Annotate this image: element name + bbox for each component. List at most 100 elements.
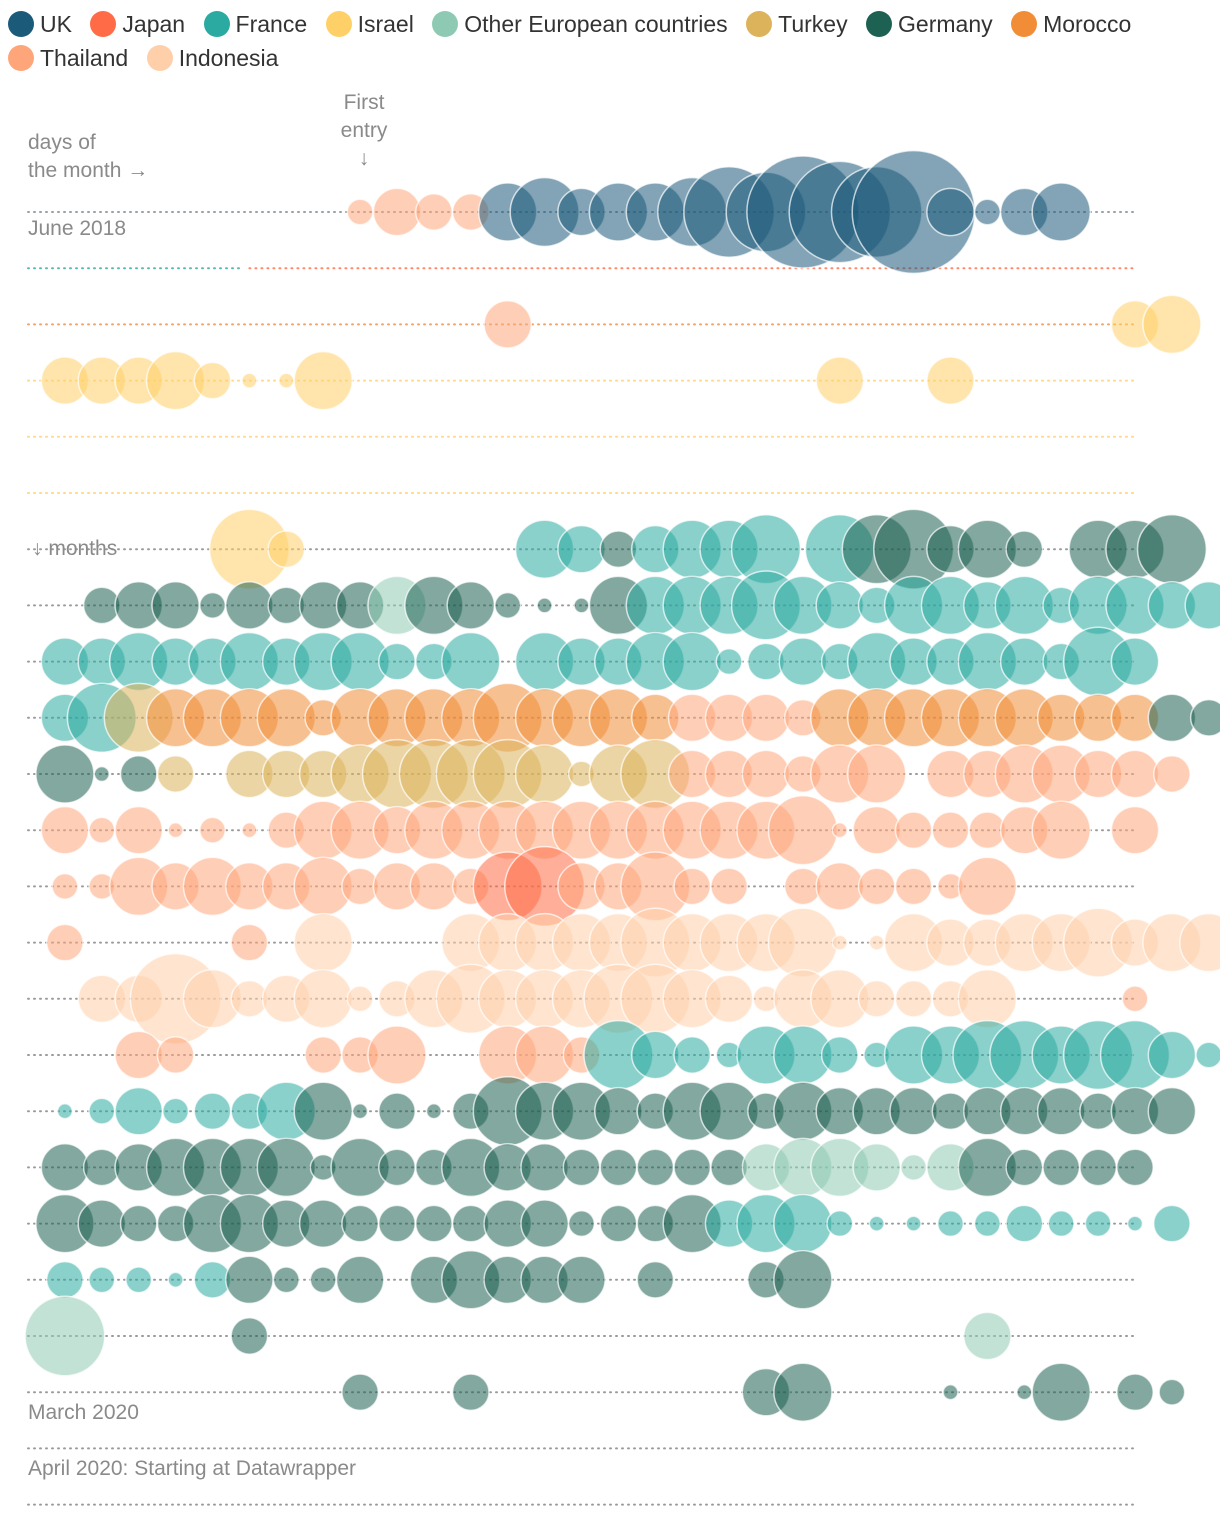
legend-swatch-morocco-icon — [1011, 11, 1038, 37]
bubble-germany — [599, 1204, 638, 1243]
legend-item-germany: Germany — [866, 10, 993, 38]
bubble-germany — [309, 1266, 337, 1294]
bubble-france — [1005, 1204, 1044, 1243]
bubble-germany — [378, 1204, 416, 1243]
bubble-thailand — [167, 822, 184, 839]
legend-swatch-other-european-icon — [432, 11, 459, 37]
first-entry-label-line1: First — [344, 91, 385, 114]
bubble-france — [630, 1030, 680, 1080]
x-axis-label: the month → — [28, 159, 148, 182]
bubble-germany — [77, 1199, 127, 1248]
bubble-israel — [267, 530, 306, 569]
y-axis-label: ↓ months — [32, 537, 117, 560]
bubble-germany — [599, 1148, 638, 1187]
bubble-germany — [1031, 1362, 1091, 1422]
bubble-germany — [351, 1103, 369, 1120]
bubble-germany — [335, 1255, 385, 1305]
bubble-germany — [773, 1362, 833, 1422]
bubble-indonesia — [857, 979, 896, 1018]
bubble-germany — [773, 1250, 833, 1310]
bubble-france — [88, 1097, 116, 1125]
bubble-france — [1110, 637, 1160, 686]
bubble-germany — [520, 1143, 569, 1192]
bubble-france — [88, 1266, 116, 1294]
bubble-germany — [1079, 1148, 1118, 1187]
bubble-germany — [298, 1199, 348, 1248]
legend-swatch-turkey-icon — [746, 11, 773, 37]
bubble-germany — [293, 1081, 353, 1141]
row-label-last: March 2020 — [28, 1401, 139, 1424]
bubble-thailand — [857, 867, 896, 906]
bubble-thailand — [114, 1030, 164, 1080]
bubble-germany — [1136, 514, 1208, 585]
bubble-indonesia — [293, 912, 353, 973]
bubble-france — [167, 1271, 184, 1288]
bubble-indonesia — [704, 974, 754, 1024]
bubble-thailand — [414, 193, 453, 231]
legend-item-morocco: Morocco — [1011, 10, 1131, 38]
bubble-france — [193, 1092, 232, 1131]
bubble-france — [1152, 1204, 1191, 1243]
bubble-other-european-countries — [24, 1295, 106, 1377]
bubble-germany — [93, 765, 110, 783]
bubble-france — [1184, 581, 1220, 630]
legend-label: Germany — [898, 10, 993, 37]
bubble-thailand — [852, 805, 902, 855]
bubble-germany — [119, 1204, 158, 1243]
bubble-france — [557, 524, 606, 574]
bubble-germany — [636, 1148, 675, 1187]
bubble-thailand — [88, 816, 116, 844]
bubble-france — [999, 637, 1049, 686]
bubble-france — [114, 1086, 164, 1136]
bubble-thailand — [409, 862, 459, 911]
bubble-germany — [557, 1255, 606, 1305]
legend-item-japan: Japan — [90, 10, 185, 38]
bubble-germany — [562, 1148, 601, 1187]
bubble-germany — [1189, 698, 1220, 737]
bubble-germany — [119, 755, 158, 793]
bubble-france — [815, 581, 865, 630]
legend-label: Thailand — [40, 44, 129, 71]
bubble-thailand — [51, 872, 79, 900]
bubble-israel — [815, 356, 865, 405]
bubble-israel — [278, 372, 295, 389]
bubble-germany — [40, 1143, 90, 1192]
bubble-other-european-countries — [900, 1153, 928, 1181]
bubble-germany — [1005, 1148, 1044, 1187]
bubble-thailand — [346, 198, 374, 226]
legend-item-turkey: Turkey — [746, 10, 848, 38]
bubble-germany — [573, 597, 590, 614]
bubble-germany — [1005, 530, 1044, 569]
legend-label: France — [235, 10, 308, 37]
bubble-turkey — [156, 755, 195, 793]
bubble-germany — [378, 1092, 416, 1131]
bubble-germany — [536, 597, 553, 614]
legend-item-uk: UK — [8, 10, 72, 38]
bubble-thailand — [230, 923, 269, 962]
bubble-france — [1047, 1210, 1075, 1238]
bubble-germany — [35, 744, 95, 804]
bubble-thailand — [1110, 805, 1160, 855]
bubble-thailand — [815, 862, 865, 911]
bubble-france — [162, 1097, 190, 1125]
bubble-germany — [942, 1384, 959, 1401]
bubble-indonesia — [868, 934, 885, 951]
bubble-germany — [494, 591, 522, 619]
bubble-france — [715, 648, 743, 676]
bubble-france — [773, 1193, 833, 1254]
bubble-israel — [241, 372, 258, 389]
bubble-germany — [225, 581, 274, 630]
bubble-germany — [198, 591, 227, 619]
bubble-thailand — [931, 811, 970, 850]
bubble-france — [826, 1210, 854, 1238]
bubble-indonesia — [1179, 912, 1220, 973]
bubble-germany — [567, 1210, 596, 1238]
bubble-indonesia — [767, 907, 839, 978]
bubble-france — [45, 1260, 84, 1299]
bubble-thailand — [741, 749, 791, 799]
bubble-uk — [1031, 182, 1091, 242]
legend-label: Japan — [122, 10, 186, 37]
bubble-thailand — [1110, 749, 1160, 799]
bubble-france — [820, 1036, 859, 1074]
bubble-france — [868, 1215, 885, 1232]
